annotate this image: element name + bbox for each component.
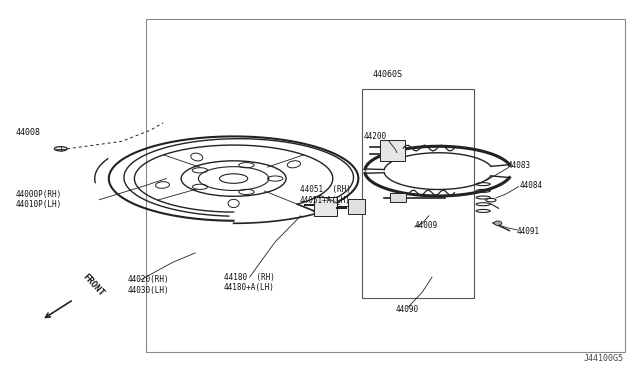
Text: 44084: 44084 [520, 182, 543, 190]
Ellipse shape [54, 147, 67, 151]
Text: 44180+A(LH): 44180+A(LH) [224, 283, 275, 292]
Text: 44090: 44090 [396, 305, 419, 314]
Text: 44030(LH): 44030(LH) [128, 286, 170, 295]
Text: 44020(RH): 44020(RH) [128, 275, 170, 284]
Text: 44051  (RH): 44051 (RH) [300, 185, 350, 194]
Text: 44000P(RH): 44000P(RH) [16, 190, 62, 199]
Text: FRONT: FRONT [81, 272, 106, 298]
Bar [146, 19, 625, 352]
Text: 44009: 44009 [415, 221, 438, 230]
Text: 44083: 44083 [508, 161, 531, 170]
Bar [362, 89, 474, 298]
Text: 44091: 44091 [517, 227, 540, 236]
Text: 44051+A(LH): 44051+A(LH) [300, 196, 350, 205]
Circle shape [494, 221, 502, 225]
Text: 44010P(LH): 44010P(LH) [16, 200, 62, 209]
Bar [380, 140, 405, 161]
Bar [314, 197, 337, 216]
Bar [390, 193, 406, 202]
Text: 44008: 44008 [16, 128, 41, 137]
Text: 44060S: 44060S [372, 70, 403, 79]
Text: J44100G5: J44100G5 [584, 354, 624, 363]
Text: 44200: 44200 [364, 132, 387, 141]
Text: 44180  (RH): 44180 (RH) [224, 273, 275, 282]
Bar [348, 199, 365, 214]
